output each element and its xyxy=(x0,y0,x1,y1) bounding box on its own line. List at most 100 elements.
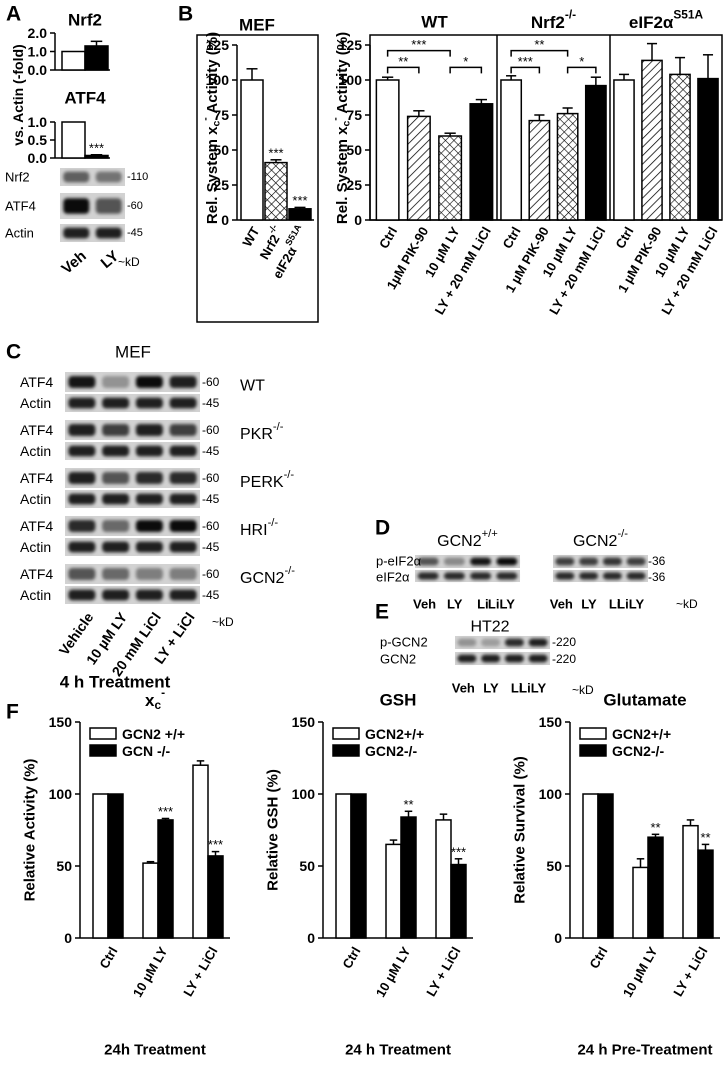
bracket-label: *** xyxy=(518,54,533,69)
text-part: -/- xyxy=(284,565,295,577)
text-part: - xyxy=(329,117,341,121)
blot-band xyxy=(68,589,96,601)
blot-background xyxy=(65,442,200,460)
significance: *** xyxy=(89,140,104,155)
y-tick-label: 50 xyxy=(213,142,229,158)
blot-band xyxy=(417,572,439,580)
row-label: Actin xyxy=(20,587,51,603)
significance: *** xyxy=(158,804,173,819)
y-tick-label: 0 xyxy=(221,212,229,228)
x-tick-label: Ctrl xyxy=(96,944,120,971)
bar xyxy=(240,79,264,221)
blot-band xyxy=(169,493,197,505)
y-tick-label: 0.0 xyxy=(28,62,48,78)
blot-band xyxy=(135,568,163,580)
blot-band xyxy=(102,589,130,601)
y-tick-label: 0 xyxy=(64,930,72,946)
y-tick-label: 100 xyxy=(339,72,363,88)
blot-band xyxy=(102,541,130,553)
blot-band xyxy=(68,568,96,580)
bar xyxy=(582,793,599,939)
bar xyxy=(647,836,664,939)
y-axis-label: Relative Activity (%) xyxy=(22,759,39,902)
blot-band xyxy=(579,572,599,580)
blot-band xyxy=(135,520,163,532)
significance: *** xyxy=(292,193,307,208)
blot-background xyxy=(553,570,648,582)
x-tick-label: Ctrl xyxy=(339,944,363,971)
y-tick-label: 100 xyxy=(292,786,316,802)
y-tick-label: 75 xyxy=(213,107,229,123)
blot-band xyxy=(169,520,197,532)
size-marker: -110 xyxy=(127,171,148,183)
text-part: Activity (%) xyxy=(334,32,351,117)
bar xyxy=(613,79,635,221)
chart-title: Nrf2 xyxy=(68,11,102,30)
blot-band xyxy=(555,557,575,566)
text-part: GCN2 xyxy=(437,533,482,550)
size-marker: -60 xyxy=(202,375,220,389)
x-tick-label: 10 µM LY xyxy=(373,944,414,1000)
blot-band xyxy=(102,376,130,388)
bar xyxy=(597,793,614,939)
text-part: PERK xyxy=(240,474,284,491)
blot-band xyxy=(169,397,197,409)
blot-band xyxy=(68,493,96,505)
legend-label: GCN2+/+ xyxy=(612,726,671,742)
bar xyxy=(142,862,159,939)
bar xyxy=(264,161,288,221)
y-tick-label: 125 xyxy=(206,37,230,53)
bar xyxy=(400,816,417,939)
legend-swatch xyxy=(89,727,117,740)
blot-band xyxy=(102,568,130,580)
size-marker: -60 xyxy=(202,471,220,485)
size-marker: -220 xyxy=(552,652,576,666)
lane-label: LiLY xyxy=(617,597,644,612)
row-label: Nrf2 xyxy=(5,170,30,185)
legend-swatch xyxy=(579,744,607,757)
y-tick-label: 25 xyxy=(346,177,362,193)
genotype-label: WT xyxy=(240,378,265,395)
panel-label: F xyxy=(6,701,19,724)
blot-band xyxy=(169,424,197,436)
blot-band xyxy=(602,572,622,580)
lane-label: LiLY xyxy=(488,597,515,612)
size-marker: -36 xyxy=(648,554,666,568)
lane-label: Veh xyxy=(550,597,573,612)
y-tick-label: 0 xyxy=(307,930,315,946)
bracket xyxy=(510,66,541,74)
lane-label: Veh xyxy=(452,681,475,696)
bracket-label: ** xyxy=(398,54,408,69)
panel-title: WT xyxy=(421,13,448,32)
blot-background xyxy=(65,586,200,604)
blot-band xyxy=(95,198,122,214)
panel-label: E xyxy=(375,601,389,624)
y-tick-label: 25 xyxy=(213,177,229,193)
bar xyxy=(435,819,452,939)
text-part: HRI xyxy=(240,522,268,539)
blot-background xyxy=(455,636,550,649)
bar xyxy=(528,119,551,221)
y-tick-label: 50 xyxy=(346,142,362,158)
blot-band xyxy=(135,472,163,484)
bracket xyxy=(386,66,420,74)
text-part: -/- xyxy=(268,517,279,529)
x-tick-label: WT xyxy=(239,224,262,249)
blot-band xyxy=(102,397,130,409)
size-marker: -60 xyxy=(127,200,143,212)
row-label: Actin xyxy=(20,539,51,555)
bar xyxy=(385,843,402,939)
bar xyxy=(375,79,400,221)
bracket xyxy=(386,49,451,57)
bar xyxy=(84,154,109,159)
legend-label: GCN2-/- xyxy=(612,743,664,759)
row-label: ATF4 xyxy=(20,566,53,582)
blot-band xyxy=(626,557,646,566)
blot-band xyxy=(504,638,524,647)
row-label: ATF4 xyxy=(20,518,53,534)
treatment-label: 4 h Treatment xyxy=(60,673,171,692)
bar xyxy=(61,121,86,159)
y-tick-label: 0 xyxy=(354,212,362,228)
x-axis-label: 24 h Treatment xyxy=(345,1042,451,1059)
blot-band xyxy=(68,397,96,409)
